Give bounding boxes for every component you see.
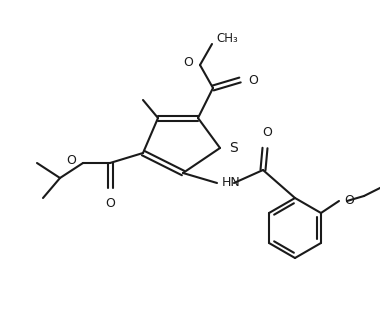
Text: O: O — [105, 197, 115, 210]
Text: O: O — [344, 194, 354, 207]
Text: O: O — [248, 73, 258, 86]
Text: S: S — [229, 141, 238, 155]
Text: CH₃: CH₃ — [216, 33, 238, 45]
Text: O: O — [183, 57, 193, 69]
Text: O: O — [262, 126, 272, 139]
Text: O: O — [66, 155, 76, 168]
Text: HN: HN — [222, 177, 241, 189]
